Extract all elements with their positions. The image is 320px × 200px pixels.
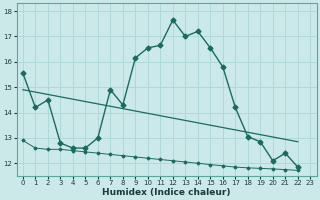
X-axis label: Humidex (Indice chaleur): Humidex (Indice chaleur)	[102, 188, 231, 197]
